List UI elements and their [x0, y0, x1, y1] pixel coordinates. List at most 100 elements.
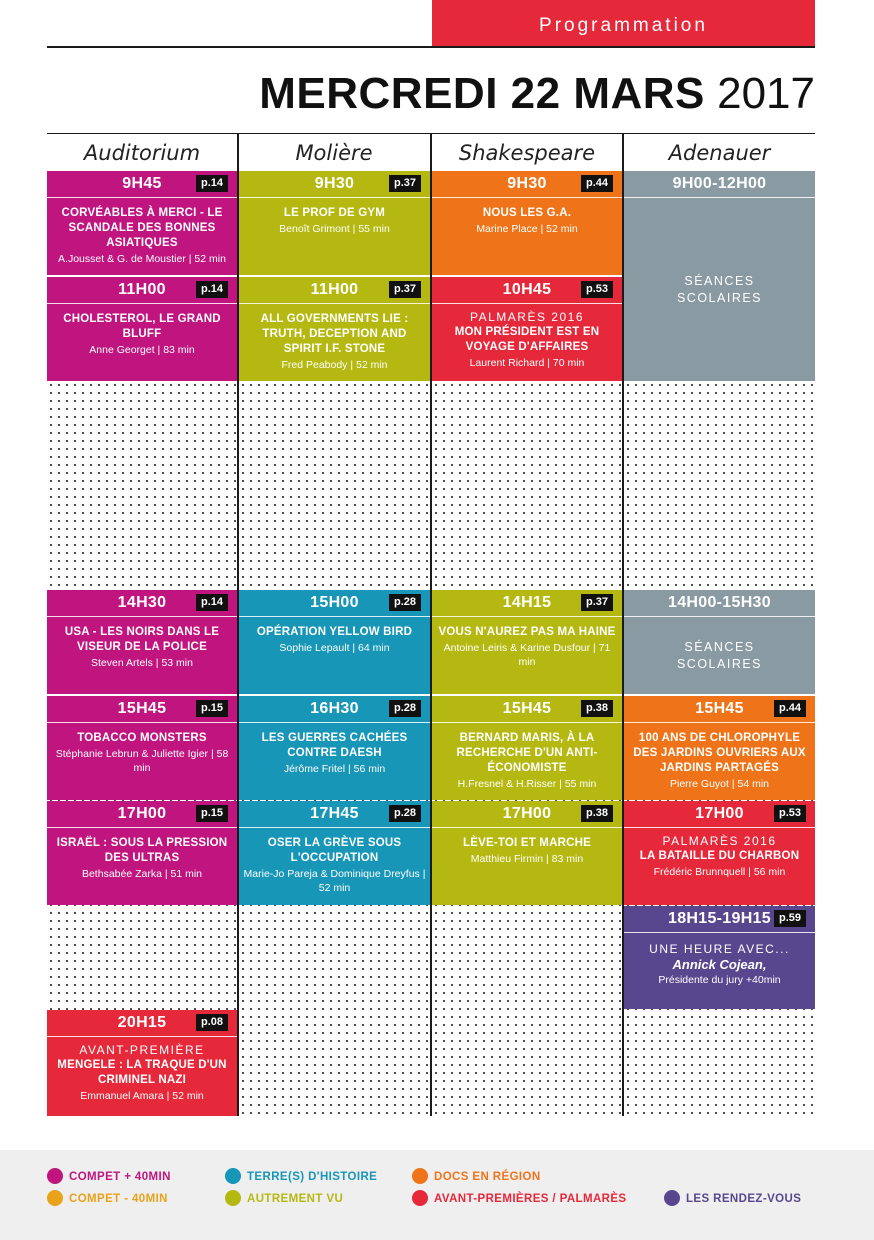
legend-dot-icon	[47, 1168, 63, 1184]
film-title: MON PRÉSIDENT EST EN VOYAGE D'AFFAIRES	[454, 326, 600, 353]
film-credit: Anne Georget | 83 min	[89, 344, 195, 356]
session-block[interactable]: 17H00 p.15 ISRAËL : SOUS LA PRESSION DES U…	[47, 801, 237, 905]
scolaires-label: SÉANCES SCOLAIRES	[676, 639, 763, 671]
session-block[interactable]: 11H00 p.14 CHOLESTEROL, LE GRAND BLUFF Anne…	[47, 277, 237, 381]
session-time: 17H00 p.15	[51, 801, 233, 827]
divider	[624, 722, 815, 723]
session-block[interactable]: 14H30 p.14 USA - LES NOIRS DANS LE VISEUR …	[47, 590, 237, 694]
legend-label: LES RENDEZ-VOUS	[686, 1193, 802, 1206]
divider	[432, 722, 622, 723]
session-time: 15H45 p.44	[628, 696, 811, 722]
film-credit: Pierre Guyot | 54 min	[669, 778, 770, 790]
film-credit: Bethsabée Zarka | 51 min	[81, 868, 203, 880]
film-title: ALL GOVERNMENTS LIE : TRUTH, DECEPTION A…	[260, 313, 409, 355]
page-ref-badge: p.08	[195, 1014, 228, 1031]
section-banner: Programmation	[432, 0, 815, 46]
legend-dot-icon	[225, 1190, 241, 1206]
scolaires-label: SÉANCES SCOLAIRES	[676, 273, 763, 305]
divider	[47, 722, 237, 723]
column-divider	[622, 133, 624, 1116]
page-ref-badge: p.14	[195, 175, 228, 192]
film-title: USA - LES NOIRS DANS LE VISEUR DE LA POL…	[64, 626, 220, 653]
page-ref-badge: p.28	[388, 594, 421, 611]
session-block[interactable]: 17H00 p.53 PALMARÈS 2016 LA BATAILLE DU CHA…	[624, 801, 815, 905]
divider	[432, 827, 622, 828]
session-pretitle: UNE HEURE AVEC...	[649, 942, 790, 956]
day-label: MERCREDI 22 MARS	[259, 69, 705, 118]
film-title: ISRAËL : SOUS LA PRESSION DES ULTRAS	[56, 837, 228, 864]
room-header-shakespeare: Shakespeare	[432, 134, 622, 170]
session-block[interactable]: 9H45 p.14 CORVÉABLES À MERCI - LE SCANDALE…	[47, 171, 237, 275]
film-title: CHOLESTEROL, LE GRAND BLUFF	[63, 313, 221, 340]
year-label: 2017	[717, 69, 815, 118]
film-credit: A.Jousset & G. de Moustier | 52 min	[58, 253, 226, 265]
film-credit: Frédéric Brunnquell | 56 min	[653, 866, 786, 878]
session-pretitle: PALMARÈS 2016	[662, 834, 777, 848]
legend-dot-icon	[412, 1190, 428, 1206]
film-credit: Marie-Jo Pareja & Dominique Dreyfus | 52…	[243, 868, 426, 894]
session-block[interactable]: 14H15 p.37 VOUS N'AUREZ PAS MA HAINE Antoin…	[432, 590, 622, 694]
legend-dot-icon	[412, 1168, 428, 1184]
film-title: VOUS N'AUREZ PAS MA HAINE	[438, 626, 616, 638]
session-time: 15H45 p.38	[436, 696, 618, 722]
session-block[interactable]: 9H30 p.44 NOUS LES G.A. Marine Place | 52 m…	[432, 171, 622, 275]
divider	[432, 303, 622, 304]
room-header-moliere: Molière	[239, 134, 429, 170]
legend-item: DOCS EN RÉGION	[412, 1168, 541, 1185]
page-ref-badge: p.15	[195, 805, 228, 822]
session-block[interactable]: 17H45 p.28 OSER LA GRÈVE SOUS L'OCCUPATION…	[239, 801, 430, 905]
session-block[interactable]: 15H45 p.44 100 ANS DE CHLOROPHYLE DES JARD…	[624, 696, 815, 800]
divider	[432, 197, 622, 198]
divider	[624, 197, 815, 198]
page-ref-badge: p.53	[773, 805, 806, 822]
session-block[interactable]: 15H45 p.38 BERNARD MARIS, À LA RECHERCHE D…	[432, 696, 622, 800]
film-title: BERNARD MARIS, À LA RECHERCHE D'UN ANTI-…	[456, 732, 598, 774]
session-block[interactable]: 20H15 p.08 AVANT-PREMIÈRE MENGELE : LA TRAQ…	[47, 1010, 237, 1116]
session-block[interactable]: 15H00 p.28 OPÉRATION YELLOW BIRD Sophie Lep…	[239, 590, 430, 694]
session-time: 9H45 p.14	[51, 171, 233, 197]
legend-label: COMPET + 40MIN	[69, 1171, 171, 1184]
divider	[47, 197, 237, 198]
session-block[interactable]: 16H30 p.28 LES GUERRES CACHÉES CONTRE DAES…	[239, 696, 430, 800]
legend-dot-icon	[47, 1190, 63, 1206]
legend-item: COMPET - 40MIN	[47, 1190, 168, 1207]
room-header-auditorium: Auditorium	[47, 134, 237, 170]
session-time: 20H15 p.08	[51, 1010, 233, 1036]
room-header-adenauer: Adenauer	[624, 134, 815, 170]
page-ref-badge: p.44	[773, 700, 806, 717]
film-title: 100 ANS DE CHLOROPHYLE DES JARDINS OUVRI…	[633, 732, 806, 774]
legend-item: TERRE(S) D'HISTOIRE	[225, 1168, 377, 1185]
session-time: 9H30 p.44	[436, 171, 618, 197]
session-block[interactable]: 14H00-15H30 SÉANCES SCOLAIRES	[624, 590, 815, 694]
legend-dot-icon	[225, 1168, 241, 1184]
session-time: 15H45 p.15	[51, 696, 233, 722]
film-credit: Laurent Richard | 70 min	[469, 357, 585, 369]
session-block[interactable]: 17H00 p.38 LÈVE-TOI ET MARCHE Matthieu Firm…	[432, 801, 622, 905]
film-title: OSER LA GRÈVE SOUS L'OCCUPATION	[267, 837, 402, 864]
film-credit: Jérôme Fritel | 56 min	[283, 763, 386, 775]
page-title: MERCREDI 22 MARS 2017	[259, 64, 815, 124]
session-block[interactable]: 11H00 p.37 ALL GOVERNMENTS LIE : TRUTH, DE…	[239, 277, 430, 381]
schedule-grid: Auditorium Molière Shakespeare Adenauer …	[47, 133, 815, 1116]
session-time: 9H00-12H00	[672, 175, 767, 192]
session-pretitle: AVANT-PREMIÈRE	[79, 1043, 205, 1057]
film-credit: Fred Peabody | 52 min	[281, 359, 388, 371]
session-block[interactable]: 10H45 p.53 PALMARÈS 2016 MON PRÉSIDENT EST …	[432, 277, 622, 381]
session-block[interactable]: 18H15-19H15 p.59 UNE HEURE AVEC... Annick C…	[624, 906, 815, 1009]
session-block[interactable]: 15H45 p.15 TOBACCO MONSTERS Stéphanie Lebru…	[47, 696, 237, 800]
session-block[interactable]: 9H30 p.37 LE PROF DE GYM Benoît Grimont | 5…	[239, 171, 430, 275]
session-time: 16H30 p.28	[243, 696, 426, 722]
divider	[432, 616, 622, 617]
session-block[interactable]: 9H00-12H00 SÉANCES SCOLAIRES	[624, 171, 815, 381]
legend-item: LES RENDEZ-VOUS	[664, 1190, 802, 1207]
divider	[624, 932, 815, 933]
film-title: CORVÉABLES À MERCI - LE SCANDALE DES BON…	[61, 207, 223, 249]
legend-label: AVANT-PREMIÈRES / PALMARÈS	[434, 1193, 627, 1206]
legend-label: DOCS EN RÉGION	[434, 1171, 541, 1184]
legend-item: COMPET + 40MIN	[47, 1168, 171, 1185]
page-ref-badge: p.37	[580, 594, 613, 611]
session-time: 11H00 p.14	[51, 277, 233, 303]
divider	[47, 827, 237, 828]
film-credit: Emmanuel Amara | 52 min	[80, 1090, 204, 1102]
film-credit: Sophie Lepault | 64 min	[279, 642, 390, 654]
